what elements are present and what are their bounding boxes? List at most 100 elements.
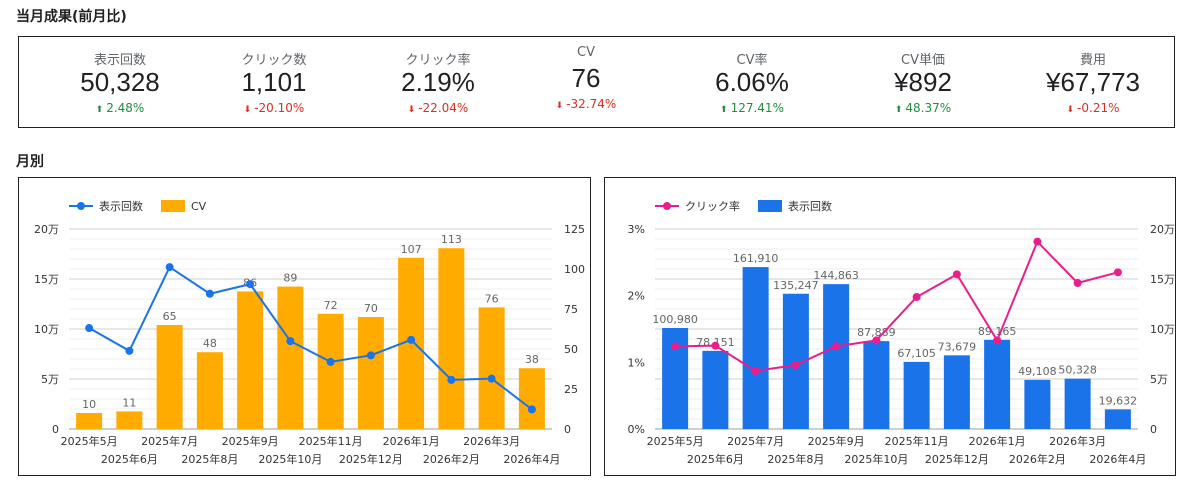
bar-data-label: 144,863 — [813, 269, 859, 282]
bar — [903, 361, 930, 429]
kpi-value: 6.06% — [715, 67, 789, 97]
kpi-delta: ⬇ -20.10% — [199, 101, 349, 115]
kpi-label: 表示回数 — [93, 53, 146, 68]
kpi-delta-value: 48.37% — [905, 101, 952, 115]
y-right-tick-label: 75 — [564, 303, 578, 316]
bar — [196, 352, 223, 429]
x-tick-label: 2025年12月 — [925, 452, 989, 466]
bar — [237, 291, 264, 429]
bar — [76, 413, 103, 429]
y-left-tick-label: 10万 — [34, 323, 59, 336]
y-right-tick-label: 125 — [564, 223, 585, 236]
x-tick-label: 2025年10月 — [258, 452, 322, 466]
section-title-current: 当月成果(前月比) — [16, 9, 127, 25]
y-right-tick-label: 100 — [564, 263, 585, 276]
legend-bar-swatch — [161, 200, 185, 212]
bar-data-label: 50,328 — [1058, 364, 1097, 377]
x-tick-label: 2025年6月 — [101, 452, 158, 466]
line-point — [205, 289, 214, 298]
kpi-value: 76 — [571, 63, 601, 93]
kpi-value: ¥67,773 — [1046, 67, 1140, 97]
y-right-tick-label: 10万 — [1150, 323, 1175, 336]
bar — [863, 341, 890, 429]
bar-data-label: 113 — [441, 233, 462, 246]
y-left-tick-label: 0% — [628, 423, 645, 436]
bar — [277, 286, 304, 429]
x-tick-label: 2025年7月 — [141, 434, 198, 448]
bar-data-label: 72 — [324, 299, 338, 312]
legend-label-line: 表示回数 — [99, 199, 143, 213]
bar-data-label: 100,980 — [652, 313, 698, 326]
bar — [518, 368, 545, 429]
arrow-up-icon: ⬆ — [95, 105, 104, 115]
chart-impressions-cv: 05万10万15万20万0255075100125101165488689727… — [34, 199, 585, 466]
bar-data-label: 11 — [122, 396, 136, 409]
bar — [1104, 409, 1131, 429]
kpi-value: 2.19% — [401, 67, 475, 97]
bar-data-label: 76 — [485, 292, 499, 305]
arrow-down-icon: ⬇ — [243, 105, 252, 115]
line-point — [366, 351, 375, 360]
kpi-label: クリック率 — [405, 53, 471, 68]
bar — [1064, 378, 1091, 429]
kpi-delta-value: -20.10% — [254, 101, 305, 115]
line-point — [1113, 268, 1122, 277]
kpi-value: 50,328 — [80, 67, 160, 97]
line-point — [872, 336, 881, 345]
bar-data-label: 73,679 — [938, 340, 977, 353]
line-point — [447, 375, 456, 384]
bar-data-label: 67,105 — [897, 347, 936, 360]
line-point — [912, 293, 921, 301]
bar — [823, 284, 850, 429]
bar-data-label: 89,165 — [978, 325, 1017, 338]
x-tick-label: 2025年8月 — [181, 452, 238, 466]
kpi-delta: ⬇ -0.21% — [1018, 101, 1168, 115]
series-line — [88, 265, 533, 411]
kpi-delta: ⬇ -22.04% — [363, 101, 513, 115]
bar-data-label: 70 — [364, 302, 378, 315]
chart-ctr-impressions: 0%1%2%3%05万10万15万20万100,98078,151161,910… — [628, 199, 1175, 466]
bar — [984, 339, 1011, 429]
legend-line-marker — [663, 202, 671, 210]
legend-label-line: クリック率 — [685, 199, 740, 213]
kpi-label: 費用 — [1079, 53, 1106, 68]
kpi-delta: ⬇ -32.74% — [511, 97, 661, 111]
line-point — [85, 324, 94, 333]
line-point — [326, 357, 335, 366]
bar-data-label: 38 — [525, 353, 539, 366]
kpi-label: クリック数 — [241, 53, 307, 68]
x-tick-label: 2026年2月 — [423, 452, 480, 466]
x-tick-label: 2025年10月 — [844, 452, 908, 466]
y-left-tick-label: 15万 — [34, 273, 59, 286]
bar-data-label: 65 — [163, 310, 177, 323]
legend-label-bar: 表示回数 — [788, 199, 832, 213]
line-point — [671, 342, 680, 351]
kpi-label: CV — [577, 45, 595, 60]
y-right-tick-label: 20万 — [1150, 223, 1175, 236]
x-tick-label: 2025年8月 — [767, 452, 824, 466]
y-right-tick-label: 0 — [564, 423, 571, 436]
x-tick-label: 2026年2月 — [1009, 452, 1066, 466]
kpi-scorecard-panel: 表示回数 50,328 ⬆ 2.48% クリック数 1,101 ⬇ -20.10% … — [18, 36, 1175, 128]
kpi-delta: ⬆ 2.48% — [45, 101, 195, 115]
kpi-value: 1,101 — [241, 67, 307, 97]
x-tick-label: 2025年11月 — [299, 434, 363, 448]
y-right-tick-label: 15万 — [1150, 273, 1175, 286]
x-tick-label: 2025年7月 — [727, 434, 784, 448]
bar-data-label: 135,247 — [773, 279, 819, 292]
bar — [478, 307, 505, 429]
y-left-tick-label: 1% — [628, 356, 645, 369]
line-point — [487, 374, 496, 383]
kpi-delta-value: -22.04% — [418, 101, 469, 115]
bar-data-label: 10 — [82, 398, 96, 411]
bar-data-label: 19,632 — [1099, 394, 1138, 407]
line-point — [751, 367, 760, 375]
bar-data-label: 49,108 — [1018, 365, 1057, 378]
x-tick-label: 2025年11月 — [885, 434, 949, 448]
y-left-tick-label: 2% — [628, 290, 645, 303]
legend-label-bar: CV — [191, 200, 207, 213]
bar-data-label: 161,910 — [733, 252, 779, 265]
line-point — [1073, 279, 1082, 287]
line-point — [1033, 237, 1042, 246]
x-tick-label: 2025年5月 — [647, 434, 704, 448]
